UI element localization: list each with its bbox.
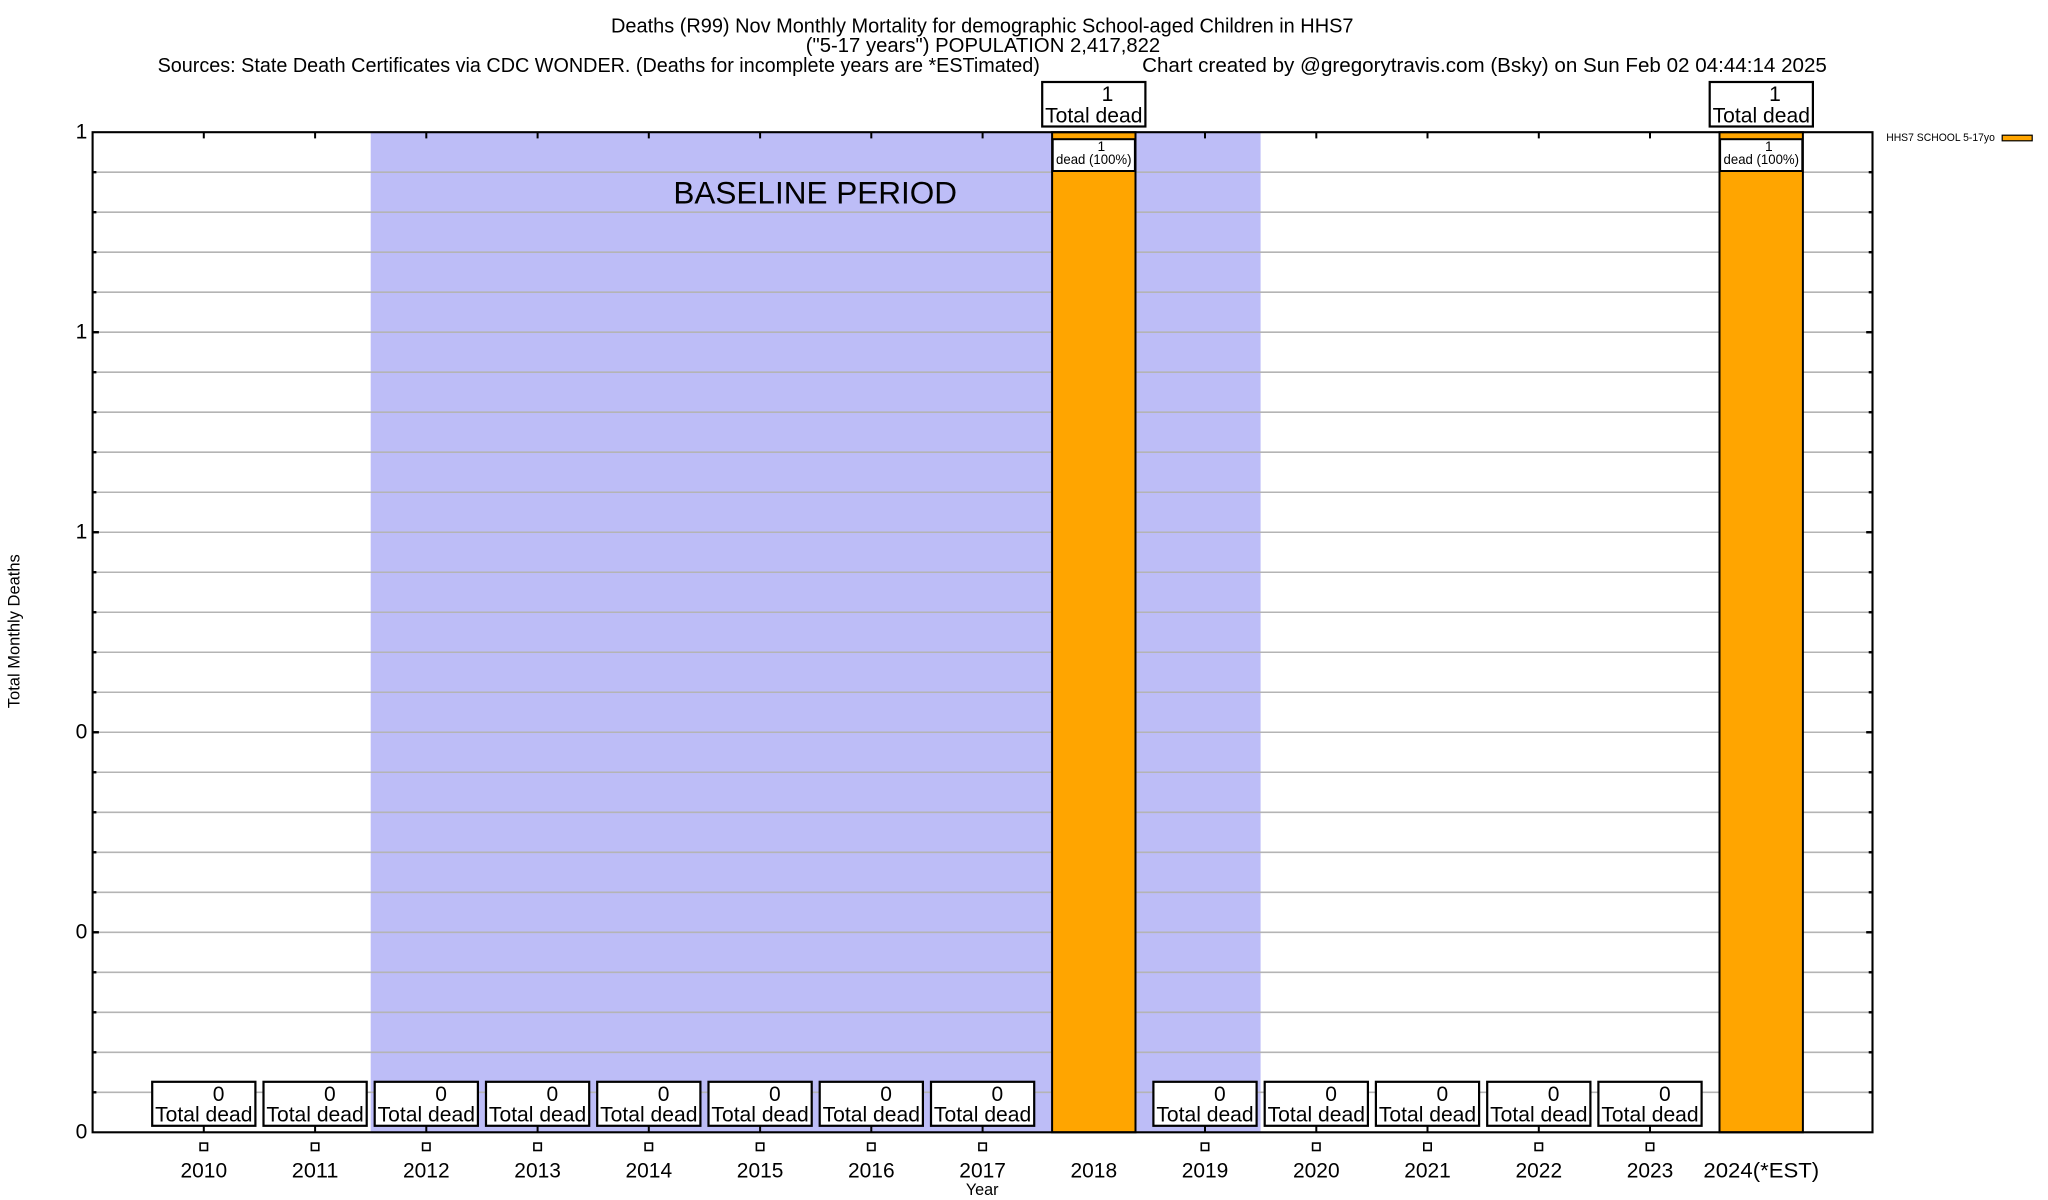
svg-text:2016: 2016 [848, 1159, 895, 1182]
svg-text:dead (100%): dead (100%) [1056, 152, 1132, 167]
svg-text:2017: 2017 [959, 1159, 1006, 1182]
svg-text:2013: 2013 [514, 1159, 561, 1182]
svg-text:1: 1 [76, 521, 88, 544]
svg-text:1: 1 [1102, 83, 1114, 106]
svg-text:Sources: State Death Certifica: Sources: State Death Certificates via CD… [158, 55, 1040, 77]
svg-text:0: 0 [1548, 1083, 1560, 1106]
svg-text:2015: 2015 [737, 1159, 784, 1182]
svg-text:0: 0 [1436, 1083, 1448, 1106]
svg-text:0: 0 [547, 1083, 559, 1106]
svg-text:HHS7 SCHOOL 5-17yo: HHS7 SCHOOL 5-17yo [1886, 132, 1995, 144]
svg-text:Total dead: Total dead [711, 1104, 808, 1127]
svg-text:2023: 2023 [1627, 1159, 1674, 1182]
svg-text:2018: 2018 [1071, 1159, 1118, 1182]
svg-text:2011: 2011 [292, 1159, 339, 1182]
svg-text:Total dead: Total dead [378, 1104, 475, 1127]
svg-text:Total dead: Total dead [600, 1104, 697, 1127]
svg-text:0: 0 [76, 921, 88, 944]
svg-text:0: 0 [880, 1083, 892, 1106]
svg-text:1: 1 [1765, 139, 1773, 154]
svg-text:("5-17 years") POPULATION 2,41: ("5-17 years") POPULATION 2,417,822 [806, 35, 1160, 57]
svg-text:0: 0 [435, 1083, 447, 1106]
svg-text:2022: 2022 [1516, 1159, 1563, 1182]
svg-text:2010: 2010 [181, 1159, 228, 1182]
svg-text:Year: Year [966, 1181, 999, 1199]
svg-text:0: 0 [769, 1083, 781, 1106]
svg-text:1: 1 [1098, 139, 1106, 154]
svg-text:2019: 2019 [1182, 1159, 1229, 1182]
svg-text:Deaths (R99) Nov Monthly Morta: Deaths (R99) Nov Monthly Mortality for d… [611, 16, 1354, 38]
svg-text:2021: 2021 [1404, 1159, 1451, 1182]
svg-text:0: 0 [324, 1083, 336, 1106]
svg-text:0: 0 [1659, 1083, 1671, 1106]
svg-text:0: 0 [1214, 1083, 1226, 1106]
svg-text:Total dead: Total dead [266, 1104, 363, 1127]
svg-text:Total dead: Total dead [489, 1104, 586, 1127]
svg-text:Total dead: Total dead [1713, 105, 1810, 128]
svg-text:2020: 2020 [1293, 1159, 1340, 1182]
svg-text:0: 0 [658, 1083, 670, 1106]
svg-text:1: 1 [1769, 83, 1781, 106]
svg-text:0: 0 [76, 1121, 88, 1144]
svg-text:Total dead: Total dead [1268, 1104, 1365, 1127]
svg-text:Total dead: Total dead [1601, 1104, 1698, 1127]
svg-text:1: 1 [76, 121, 88, 144]
svg-text:Total dead: Total dead [1379, 1104, 1476, 1127]
svg-text:2014: 2014 [626, 1159, 673, 1182]
svg-text:0: 0 [76, 721, 88, 744]
svg-text:Total dead: Total dead [934, 1104, 1031, 1127]
svg-text:0: 0 [992, 1083, 1004, 1106]
svg-text:Total dead: Total dead [1156, 1104, 1253, 1127]
svg-text:Total dead: Total dead [823, 1104, 920, 1127]
svg-text:Total dead: Total dead [1490, 1104, 1587, 1127]
svg-text:Total dead: Total dead [155, 1104, 252, 1127]
svg-text:0: 0 [1325, 1083, 1337, 1106]
svg-text:BASELINE PERIOD: BASELINE PERIOD [673, 174, 957, 210]
svg-text:2024(*EST): 2024(*EST) [1703, 1159, 1819, 1182]
svg-text:Total dead: Total dead [1045, 105, 1142, 128]
svg-text:2012: 2012 [403, 1159, 450, 1182]
svg-text:1: 1 [76, 321, 88, 344]
svg-text:Total Monthly Deaths: Total Monthly Deaths [6, 554, 24, 708]
svg-text:Chart created by @gregorytravi: Chart created by @gregorytravis.com (Bsk… [1142, 55, 1827, 77]
svg-text:0: 0 [213, 1083, 225, 1106]
svg-text:dead (100%): dead (100%) [1724, 152, 1800, 167]
